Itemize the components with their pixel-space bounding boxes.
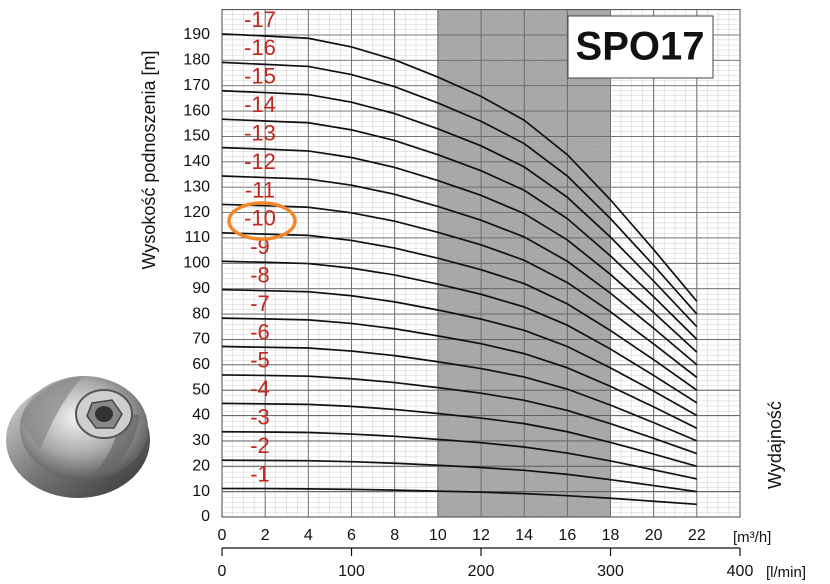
y-tick-label: 40 — [192, 407, 210, 424]
x2-tick-label: 0 — [218, 563, 227, 580]
y-tick-label: 120 — [183, 204, 210, 221]
pump-curve — [221, 118, 698, 341]
y-tick-label: 160 — [183, 102, 210, 119]
curve-label: -16 — [244, 35, 276, 60]
title-box — [567, 15, 714, 79]
y-tick-label: 80 — [192, 305, 210, 322]
pump-curve — [221, 345, 698, 442]
y-tick-label: 10 — [192, 483, 210, 500]
curve-label: -13 — [244, 120, 276, 145]
x-axis-unit: [m³/h] — [733, 529, 771, 546]
x2-axis-unit: [l/min] — [766, 564, 806, 581]
curve-label: -2 — [250, 433, 270, 458]
y-tick-label: 130 — [183, 178, 210, 195]
pump-curve — [221, 402, 698, 468]
curves — [221, 33, 698, 506]
x-tick-label: 0 — [218, 527, 227, 544]
curve-label: -6 — [250, 319, 270, 344]
y-axis-title: Wysokość podnoszenia [m] — [139, 51, 159, 270]
y-tick-label: 170 — [183, 77, 210, 94]
y-tick-label: 190 — [183, 26, 210, 43]
x-tick-label: 4 — [304, 527, 313, 544]
pump-curve — [221, 430, 698, 480]
x-tick-label: 22 — [688, 527, 706, 544]
x2-tick-label: 100 — [338, 563, 365, 580]
curve-label: -17 — [244, 7, 276, 32]
pump-curve — [221, 374, 698, 455]
y-tick-label: 90 — [192, 280, 210, 297]
pump-curve — [221, 260, 698, 404]
curve-label: -15 — [244, 64, 276, 89]
pump-curve — [221, 459, 697, 493]
y-tick-label: 30 — [192, 432, 210, 449]
pump-curve — [221, 317, 698, 429]
curve-label: -7 — [250, 291, 270, 316]
impeller-image — [6, 376, 150, 498]
y-tick-label: 140 — [183, 153, 210, 170]
curve-label: -1 — [250, 461, 270, 486]
x-tick-label: 16 — [558, 527, 576, 544]
pump-curve — [221, 33, 698, 302]
x-tick-label: 14 — [515, 527, 533, 544]
impeller-bore — [95, 406, 113, 422]
y-tick-label: 150 — [183, 128, 210, 145]
impeller-vane — [20, 376, 84, 450]
curve-label: -10 — [244, 206, 276, 231]
pump-curve — [221, 89, 698, 328]
y-tick-label: 20 — [192, 457, 210, 474]
curve-label: -3 — [250, 405, 270, 430]
highlight-ellipse — [227, 201, 297, 241]
y-tick-label: 0 — [201, 508, 210, 525]
y-tick-label: 50 — [192, 381, 210, 398]
x-tick-label: 10 — [429, 527, 447, 544]
curve-label: -4 — [250, 376, 270, 401]
y-tick-label: 60 — [192, 356, 210, 373]
x-tick-label: 2 — [261, 527, 270, 544]
y-tick-label: 110 — [184, 229, 210, 246]
x-tick-label: 18 — [602, 527, 620, 544]
x2-tick-label: 200 — [468, 563, 495, 580]
chart-title: SPO17 — [576, 25, 705, 69]
pump-curve — [221, 232, 698, 391]
curve-label: -8 — [250, 262, 270, 287]
x2-tick-label: 300 — [597, 563, 624, 580]
curve-label: -5 — [250, 348, 270, 373]
x2-tick-label: 400 — [727, 563, 754, 580]
pump-curve — [222, 487, 697, 506]
x-tick-label: 8 — [390, 527, 399, 544]
curve-label: -11 — [245, 177, 275, 202]
y-tick-label: 70 — [192, 331, 210, 348]
x-tick-label: 12 — [472, 527, 490, 544]
labels: 0102030405060708090100110120130140150160… — [183, 7, 753, 580]
pump-curve — [221, 61, 698, 315]
x-tick-label: 20 — [645, 527, 663, 544]
pump-curve — [221, 288, 698, 417]
x-tick-label: 6 — [347, 527, 356, 544]
side-label: Wydajność — [765, 401, 785, 489]
curve-label: -12 — [244, 149, 276, 174]
y-tick-label: 180 — [183, 52, 210, 69]
y-tick-label: 100 — [183, 255, 210, 272]
pump-curve — [221, 146, 698, 353]
curve-label: -14 — [244, 92, 276, 117]
pump-curve — [221, 175, 698, 366]
pump-curve — [221, 203, 698, 379]
